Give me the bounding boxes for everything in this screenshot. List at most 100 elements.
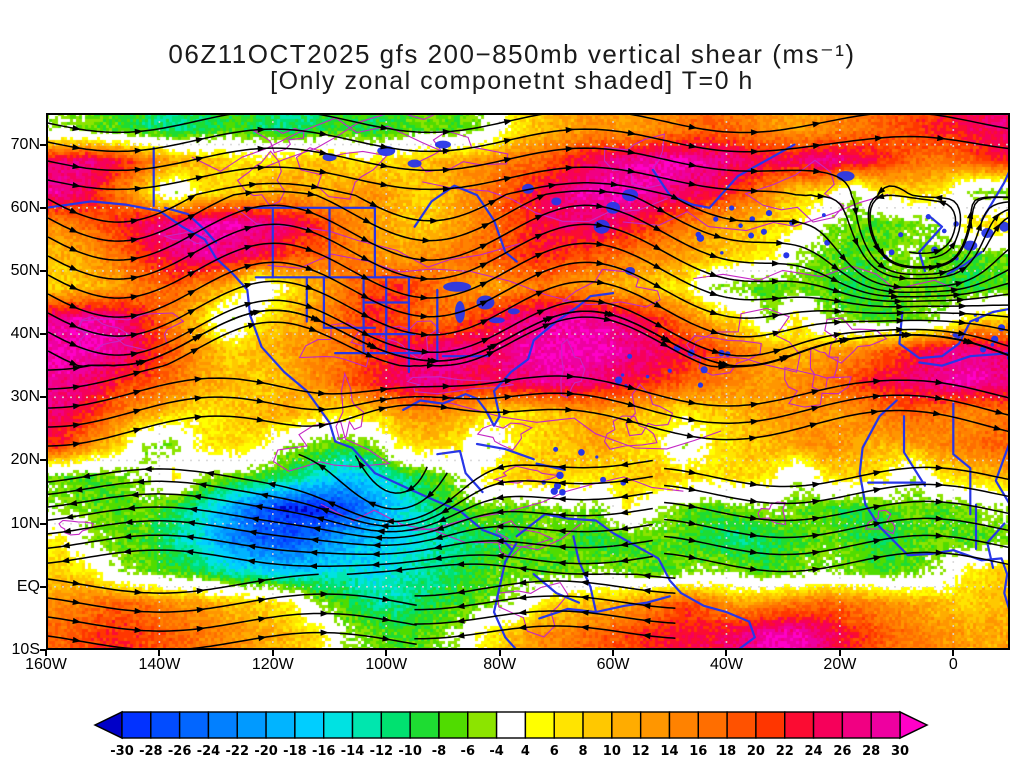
- streamline-arrowhead: [580, 571, 589, 578]
- colorbar-tick-label: 26: [833, 744, 851, 759]
- map-boundary-line: [858, 399, 1010, 614]
- streamline-arrowhead: [948, 240, 957, 250]
- streamline: [664, 466, 1010, 488]
- streamline-arrowhead: [749, 514, 759, 521]
- map-water-blob: [434, 140, 451, 149]
- streamline-arrowhead: [565, 127, 575, 134]
- streamline-arrowhead: [642, 617, 651, 625]
- meridional-contour: [406, 376, 514, 395]
- streamline: [48, 375, 1010, 409]
- streamline-arrowhead: [713, 232, 723, 239]
- y-tick-mark: [40, 522, 46, 525]
- streamline-arrowhead: [534, 252, 544, 259]
- streamline-arrowhead: [192, 493, 202, 501]
- streamline-arrowhead: [135, 478, 145, 485]
- streamline-arrowhead: [812, 481, 821, 488]
- streamline-arrowhead: [619, 525, 629, 532]
- streamline-arrowhead: [367, 501, 376, 508]
- streamline-arrowhead: [548, 182, 558, 189]
- map-speckle: [695, 231, 702, 238]
- streamline-arrowhead: [442, 383, 452, 390]
- colorbar-tick-label: 4: [521, 744, 530, 759]
- streamline-arrowhead: [495, 494, 504, 501]
- streamline: [47, 182, 1010, 289]
- streamline-arrowhead: [190, 347, 200, 355]
- streamline-arrowhead: [479, 300, 489, 307]
- streamline-arrowhead: [143, 465, 152, 473]
- streamline-arrowhead: [442, 185, 452, 193]
- streamline-arrowhead: [319, 130, 329, 137]
- streamline-arrowhead: [993, 223, 1001, 232]
- streamline-arrowhead: [834, 319, 843, 326]
- streamline-arrowhead: [442, 147, 452, 155]
- colorbar-tick-label: 28: [862, 744, 880, 759]
- streamline-arrowhead: [992, 212, 1000, 222]
- streamline-arrowhead: [546, 316, 555, 323]
- streamline-arrowhead: [598, 298, 607, 305]
- streamline-arrowhead: [309, 537, 319, 544]
- streamline-arrowhead: [133, 370, 142, 377]
- map-boundary-line: [413, 184, 518, 263]
- streamline-arrowhead: [479, 243, 489, 250]
- streamline: [47, 147, 1010, 276]
- streamline-arrowhead: [888, 288, 898, 295]
- streamline-arrowhead: [244, 244, 254, 251]
- streamline-arrowhead: [959, 310, 968, 317]
- streamline-arrowhead: [688, 161, 698, 168]
- streamline-arrowhead: [995, 408, 1005, 415]
- streamline-arrowhead: [772, 295, 781, 302]
- streamline-arrowhead: [486, 350, 496, 358]
- meridional-contour: [234, 206, 521, 268]
- colorbar-tick-label: -8: [432, 744, 446, 759]
- streamline-arrowhead: [244, 282, 254, 289]
- streamline-arrowhead: [709, 309, 719, 315]
- streamline-arrowhead: [504, 378, 514, 385]
- streamline-arrowhead: [187, 251, 197, 259]
- streamline-arrowhead: [72, 365, 82, 372]
- y-tick-label: 40N: [10, 325, 40, 343]
- map-speckle: [559, 488, 566, 496]
- colorbar-tick-label: 6: [550, 744, 559, 759]
- meridional-contour: [267, 253, 583, 305]
- streamline: [664, 551, 1010, 573]
- streamline-arrowhead: [688, 123, 698, 130]
- streamline-arrowhead: [503, 176, 513, 183]
- map-boundary-line: [532, 573, 581, 604]
- streamline-arrowhead: [653, 301, 663, 309]
- colorbar-segment: [178, 711, 210, 739]
- streamline-arrowhead: [421, 348, 431, 355]
- streamline-arrowhead: [610, 181, 620, 188]
- streamline-arrowhead: [258, 578, 267, 585]
- y-tick-mark: [40, 206, 46, 209]
- streamline-arrowhead: [935, 498, 945, 505]
- streamline-arrowhead: [653, 282, 663, 289]
- meridional-contour: [560, 338, 586, 399]
- streamline: [47, 573, 319, 594]
- colorbar-segment: [265, 711, 296, 739]
- map-speckle: [729, 205, 735, 211]
- map-water-blob: [551, 197, 562, 206]
- streamline-arrowhead: [718, 363, 728, 370]
- streamline-arrowhead: [896, 303, 905, 310]
- streamline-arrowhead: [958, 319, 968, 326]
- streamline-arrowhead: [872, 393, 882, 400]
- streamline-arrowhead: [185, 534, 194, 541]
- colorbar-segment: [380, 711, 411, 739]
- streamline-arrowhead: [431, 357, 440, 364]
- streamline-arrowhead: [750, 187, 760, 194]
- colorbar-segment: [150, 711, 181, 739]
- meridional-contour: [824, 317, 888, 364]
- meridional-contour: [809, 346, 839, 391]
- streamline-arrowhead: [130, 237, 140, 244]
- map-speckle: [748, 232, 755, 239]
- streamline-arrowhead: [504, 394, 514, 401]
- streamline-arrowhead: [899, 274, 908, 281]
- streamline-arrowhead: [596, 279, 606, 286]
- y-tick-mark: [40, 649, 46, 651]
- streamline-arrowhead: [320, 629, 329, 636]
- streamline: [47, 299, 1010, 357]
- colorbar-segment: [121, 711, 152, 739]
- streamline-arrowhead: [134, 185, 144, 192]
- streamline-arrowhead: [440, 403, 450, 410]
- streamline-arrowhead: [318, 422, 328, 429]
